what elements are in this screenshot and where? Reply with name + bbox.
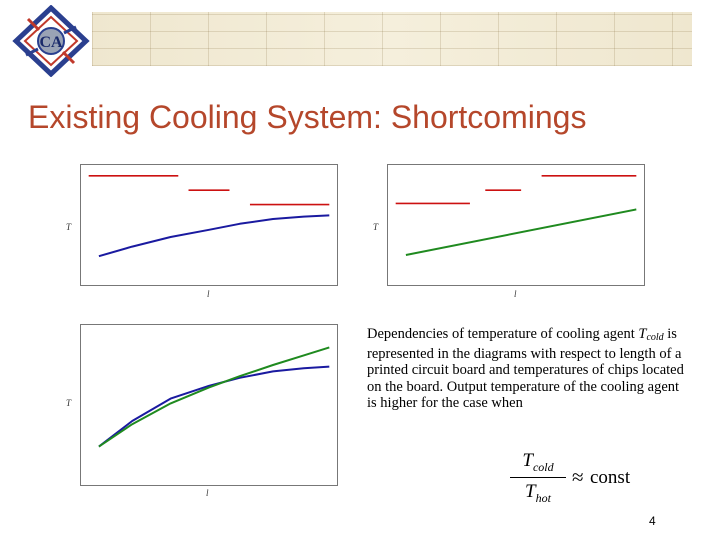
chart-2-ylabel: T [373,222,379,232]
description-sub: cold [646,332,664,343]
coolant-temperature-line-1 [405,208,637,256]
formula-operator: ≈ [572,465,584,489]
chart-1-ylabel: T [66,222,72,232]
fraction: Tcold Thot [510,450,566,506]
formula-numerator: Tcold [510,450,566,475]
formula-num-symbol: T [522,450,533,471]
ratio-formula: Tcold Thot ≈ const [510,450,660,508]
chart-3 [98,346,330,448]
chart-1-xlabel: l [207,289,210,299]
chart-3-ylabel: T [66,398,72,408]
coolant-temperature-line-1 [98,214,330,258]
page-number: 4 [649,514,656,528]
formula-denominator: Thot [510,481,566,506]
chart-panel-1 [80,164,338,286]
world-map-banner [92,12,692,66]
formula-den-sub: hot [535,491,551,506]
chart-panel-2 [387,164,645,286]
chart-panel-3 [80,324,338,486]
description-text-1: Dependencies of temperature of cooling a… [367,326,639,342]
fraction-bar [510,476,566,479]
slide-title: Existing Cooling System: Shortcomings [28,99,587,135]
formula-num-sub: cold [532,459,554,474]
description-var: T [638,326,647,342]
coolant-temperature-line-1 [98,365,330,448]
slide-description: Dependencies of temperature of cooling a… [367,326,685,411]
logo-text: CA [39,34,63,51]
chart-3-xlabel: l [206,488,209,498]
coolant-temperature-line-2 [98,346,330,448]
header-band: CA [0,0,720,82]
formula-den-symbol: T [525,481,536,503]
description-text-2: is represented in the diagrams with resp… [367,326,684,411]
formula-rhs: const [590,467,631,488]
chart-1 [88,175,330,258]
chart-2 [395,175,637,256]
chart-2-xlabel: l [514,289,517,299]
ca-logo: CA [12,4,90,78]
